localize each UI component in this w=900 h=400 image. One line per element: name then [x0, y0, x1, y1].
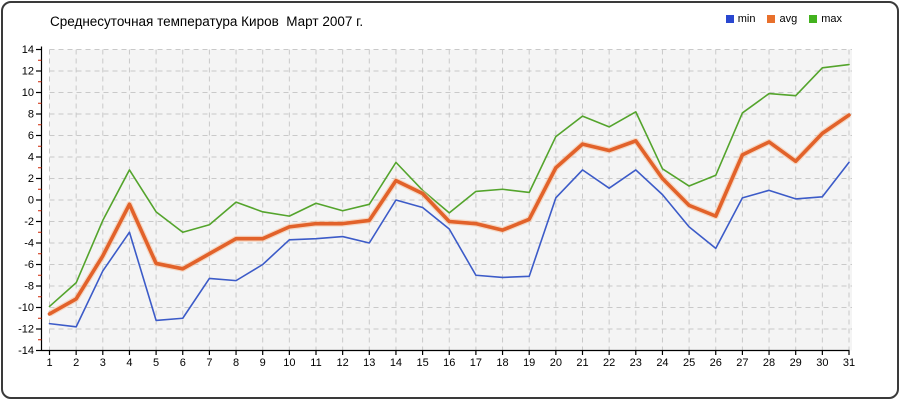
x-tick-label: 28 [763, 357, 775, 369]
y-tick-label: 10 [22, 87, 34, 99]
x-tick-label: 27 [736, 357, 748, 369]
x-tick-label: 25 [683, 357, 695, 369]
x-tick-label: 12 [337, 357, 349, 369]
legend-label-min: min [737, 13, 756, 25]
x-tick-label: 23 [630, 357, 642, 369]
x-tick-label: 24 [656, 357, 668, 369]
x-tick-label: 11 [310, 357, 321, 369]
y-tick-label: -2 [24, 216, 34, 228]
x-tick-label: 3 [100, 357, 106, 369]
x-tick-label: 20 [550, 357, 562, 369]
y-tick-label: -8 [24, 281, 34, 293]
y-tick-label: -4 [24, 238, 34, 250]
y-tick-label: -12 [18, 324, 34, 336]
x-tick-label: 26 [710, 357, 722, 369]
x-tick-label: 8 [233, 357, 239, 369]
legend-item-min: min [725, 13, 756, 25]
legend: min avg max [725, 13, 842, 25]
x-tick-label: 30 [816, 357, 828, 369]
y-tick-label: 2 [28, 173, 34, 185]
max-swatch-icon [809, 15, 818, 23]
x-tick-label: 2 [73, 357, 79, 369]
chart-title: Среднесуточная температура Киров Март 20… [50, 14, 364, 29]
x-tick-label: 16 [443, 357, 455, 369]
x-tick-label: 21 [576, 357, 588, 369]
x-tick-label: 9 [260, 357, 266, 369]
legend-item-max: max [809, 13, 842, 25]
y-tick-label: -10 [18, 302, 34, 314]
y-tick-label: 14 [22, 44, 34, 56]
y-tick-label: 6 [28, 130, 34, 142]
y-tick-label: 8 [28, 109, 34, 121]
x-tick-label: 5 [153, 357, 159, 369]
y-tick-label: 0 [28, 195, 34, 207]
x-tick-label: 4 [126, 357, 132, 369]
y-tick-label: -14 [18, 345, 34, 357]
x-tick-label: 13 [363, 357, 375, 369]
max-line [48, 63, 850, 308]
x-tick-label: 10 [283, 357, 295, 369]
x-tick-label: 31 [843, 357, 855, 369]
x-tick-label: 19 [523, 357, 535, 369]
x-tick-label: 15 [416, 357, 428, 369]
x-tick-label: 17 [470, 357, 482, 369]
x-tick-label: 18 [496, 357, 508, 369]
y-tick-label: 12 [22, 66, 34, 78]
x-tick-label: 7 [206, 357, 212, 369]
avg-line [47, 113, 851, 316]
avg-swatch-icon [767, 15, 776, 23]
y-tick-label: -6 [24, 259, 34, 271]
y-tick-label: 4 [28, 152, 34, 164]
x-tick-label: 1 [46, 357, 52, 369]
x-tick-label: 22 [603, 357, 615, 369]
x-tick-label: 14 [390, 357, 402, 369]
min-line [48, 161, 850, 328]
x-tick-label: 29 [790, 357, 802, 369]
legend-item-avg: avg [767, 13, 797, 25]
legend-label-avg: avg [779, 13, 798, 25]
min-swatch-icon [725, 15, 734, 23]
x-tick-label: 6 [180, 357, 186, 369]
legend-label-max: max [821, 13, 842, 25]
